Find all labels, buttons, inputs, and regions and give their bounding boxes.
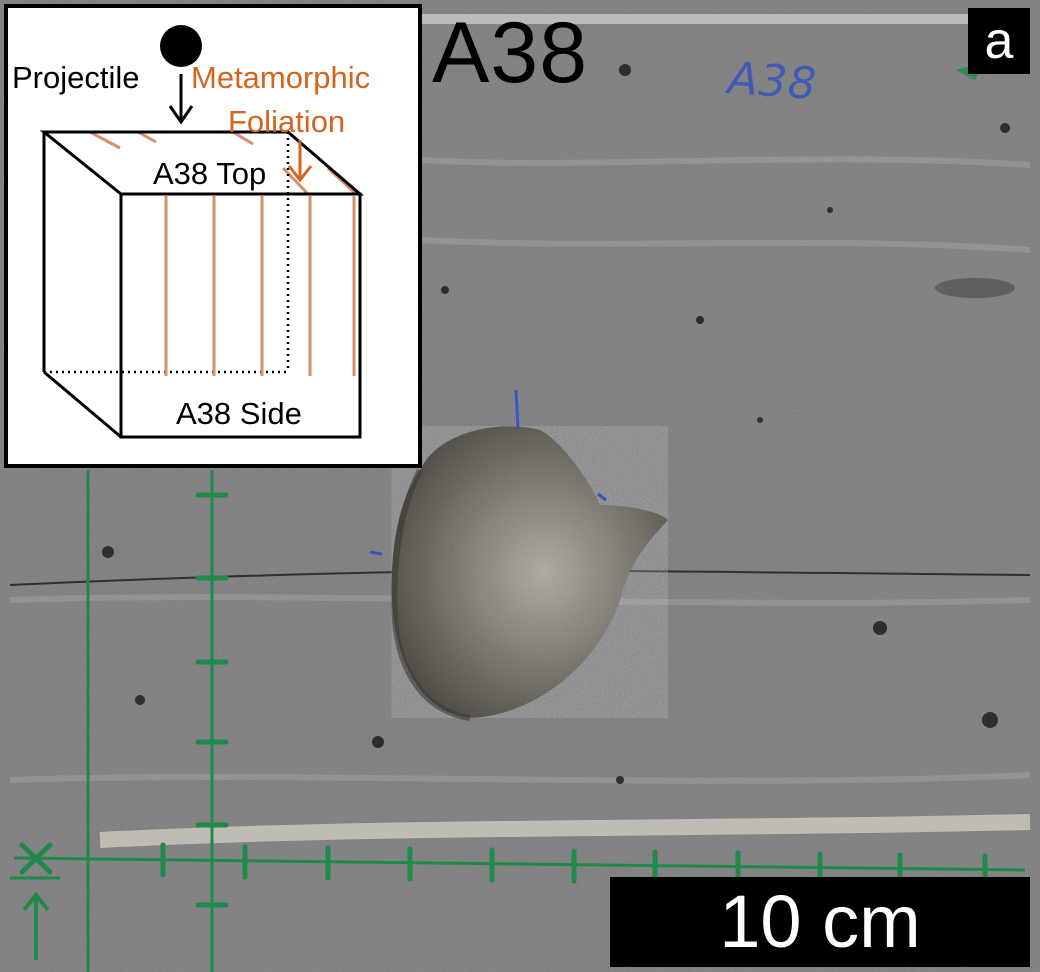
scale-bar: 10 cm (610, 877, 1030, 967)
handwritten-sample-mark: A38 (726, 52, 819, 111)
projectile-label: Projectile (12, 60, 140, 95)
sample-label: A38 (432, 5, 589, 101)
block-outline (39, 130, 365, 439)
block-orientation-diagram (39, 25, 365, 439)
top-face-label: A38 Top (153, 156, 267, 191)
panel-letter: a (968, 8, 1030, 74)
side-foliation-lines (164, 196, 356, 376)
foliation-arrow-icon (287, 140, 313, 183)
side-face-label: A38 Side (176, 396, 302, 431)
foliation-label-line2: Foliation (228, 104, 346, 139)
projectile-icon (160, 25, 202, 67)
scale-bar-label: 10 cm (719, 880, 921, 963)
down-arrow-icon (168, 74, 194, 125)
foliation-label-line1: Metamorphic (191, 60, 371, 95)
orientation-diagram-inset: Projectile Metamorphic Foliation A38 Top… (4, 4, 422, 468)
